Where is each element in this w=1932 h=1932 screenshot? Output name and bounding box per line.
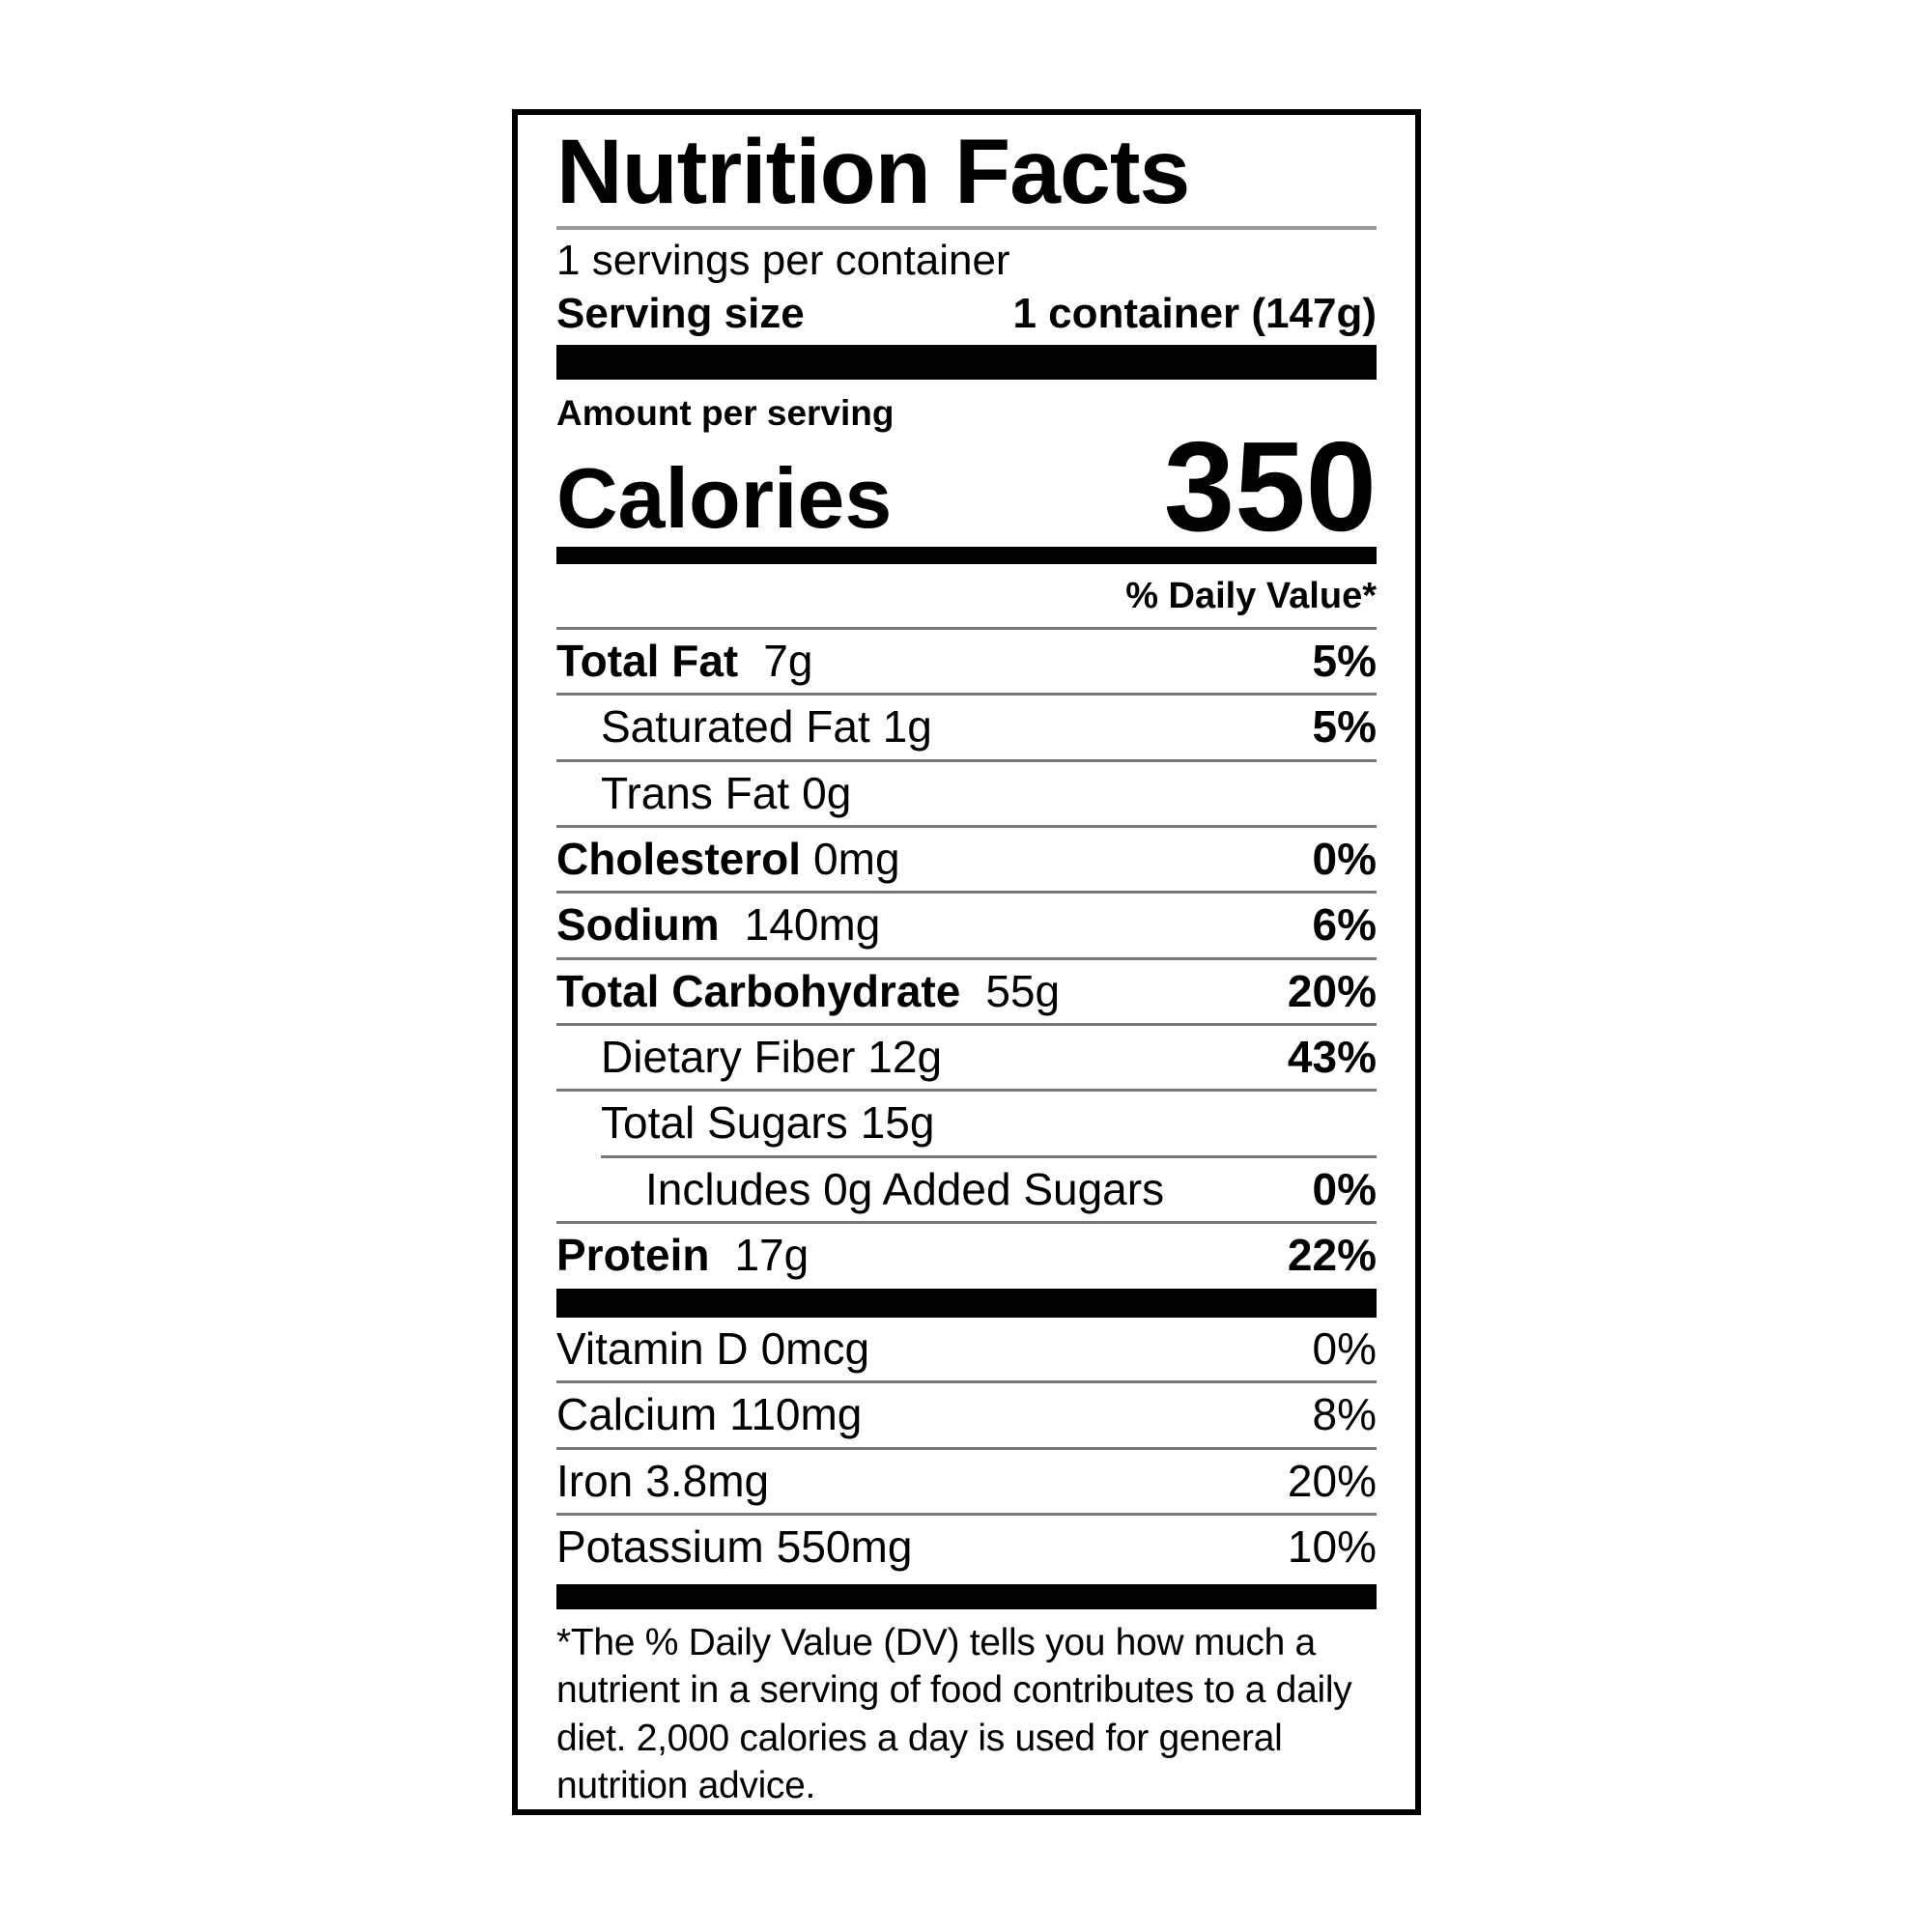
nutrient-amount: 140mg	[744, 899, 881, 951]
nutrient-dv: 0%	[1312, 1163, 1377, 1214]
nutrient-row-total-fat: Total Fat 7g 5%	[556, 627, 1377, 693]
nutrient-amount: 0mg	[813, 834, 900, 885]
nutrient-amount: 17g	[734, 1229, 810, 1280]
calories-label: Calories	[556, 449, 893, 546]
nutrient-row-protein: Protein 17g 22%	[556, 1220, 1377, 1287]
nutrient-amount: 0g	[802, 767, 852, 818]
vitamin-row-calcium: Calcium 110mg 8%	[556, 1380, 1377, 1446]
nutrient-amount: 1g	[882, 701, 932, 753]
vitamin-name: Vitamin D	[556, 1323, 749, 1375]
vitamin-row-potassium: Potassium 550mg 10%	[556, 1513, 1377, 1578]
vitamin-amount: 110mg	[729, 1389, 863, 1440]
footnote-text: *The % Daily Value (DV) tells you how mu…	[556, 1622, 1352, 1806]
nutrient-row-cholesterol: Cholesterol 0mg 0%	[556, 825, 1377, 891]
nutrient-dv: 22%	[1287, 1229, 1377, 1280]
nutrient-name: Total Fat	[556, 636, 739, 687]
nutrient-row-total-carbohydrate: Total Carbohydrate 55g 20%	[556, 956, 1377, 1023]
nutrient-amount: 7g	[763, 636, 813, 687]
vitamin-amount: 3.8mg	[645, 1455, 770, 1506]
nutrient-row-total-sugars: Total Sugars 15g	[556, 1089, 1377, 1154]
nutrient-dv: 5%	[1312, 636, 1377, 687]
nutrient-name: Sodium	[556, 899, 720, 951]
nutrient-row-trans-fat: Trans Fat 0g	[556, 758, 1377, 825]
calories-value: 350	[1163, 414, 1377, 557]
title-divider	[556, 226, 1377, 230]
vitamin-amount: 0mcg	[760, 1323, 870, 1375]
nutrient-dv: 6%	[1312, 899, 1377, 951]
nutrient-dv: 20%	[1287, 965, 1377, 1016]
vitamin-dv: 10%	[1287, 1521, 1377, 1572]
vitamin-amount: 550mg	[776, 1521, 913, 1572]
nutrient-amount: 12g	[867, 1031, 943, 1082]
nutrient-amount: 55g	[985, 965, 1061, 1016]
serving-size-label: Serving size	[556, 290, 805, 338]
serving-size-row: Serving size 1 container (147g)	[556, 290, 1377, 339]
vitamin-name: Potassium	[556, 1521, 764, 1572]
nutrient-name: Protein	[556, 1229, 710, 1280]
nutrient-amount: 15g	[860, 1097, 935, 1149]
vitamin-row-vitamin-d: Vitamin D 0mcg 0%	[556, 1318, 1377, 1380]
thick-bar-protein	[556, 1289, 1377, 1319]
nutrient-row-added-sugars: Includes 0g Added Sugars 0%	[601, 1154, 1377, 1221]
servings-per-container: 1 servings per container	[556, 237, 1010, 284]
nutrient-name: Saturated Fat	[601, 701, 870, 753]
nutrient-name: Total Sugars	[601, 1097, 848, 1149]
serving-size-value: 1 container (147g)	[1012, 290, 1377, 338]
vitamin-dv: 0%	[1312, 1323, 1377, 1375]
nutrient-row-saturated-fat: Saturated Fat 1g 5%	[556, 693, 1377, 758]
vitamin-dv: 8%	[1312, 1389, 1377, 1440]
thick-bar-footnote	[556, 1584, 1377, 1610]
daily-value-header: % Daily Value*	[1125, 576, 1377, 617]
vitamin-row-iron: Iron 3.8mg 20%	[556, 1446, 1377, 1513]
nutrient-name: Dietary Fiber	[601, 1031, 856, 1082]
nutrient-dv: 5%	[1312, 701, 1377, 753]
vitamin-name: Calcium	[556, 1389, 718, 1440]
nutrient-dv: 0%	[1312, 834, 1377, 885]
thick-bar-calories	[556, 547, 1377, 565]
nutrient-dv: 43%	[1287, 1031, 1377, 1082]
calories-row: Calories 350	[556, 414, 1377, 557]
nutrient-row-dietary-fiber: Dietary Fiber 12g 43%	[556, 1022, 1377, 1089]
vitamin-dv: 20%	[1287, 1455, 1377, 1506]
vitamin-name: Iron	[556, 1455, 634, 1506]
nutrient-name: Trans Fat	[601, 767, 790, 818]
nutrient-row-sodium: Sodium 140mg 6%	[556, 891, 1377, 956]
nutrient-name: Cholesterol	[556, 834, 802, 885]
nutrient-name: Total Carbohydrate	[556, 965, 961, 1016]
nutrient-name: Includes 0g Added Sugars	[645, 1163, 1165, 1214]
label-title: Nutrition Facts	[556, 121, 1190, 223]
amount-per-serving-label: Amount per serving	[556, 392, 895, 433]
nutrition-facts-label: Nutrition Facts 1 servings per container…	[512, 109, 1421, 1815]
thick-bar-serving	[556, 344, 1377, 380]
